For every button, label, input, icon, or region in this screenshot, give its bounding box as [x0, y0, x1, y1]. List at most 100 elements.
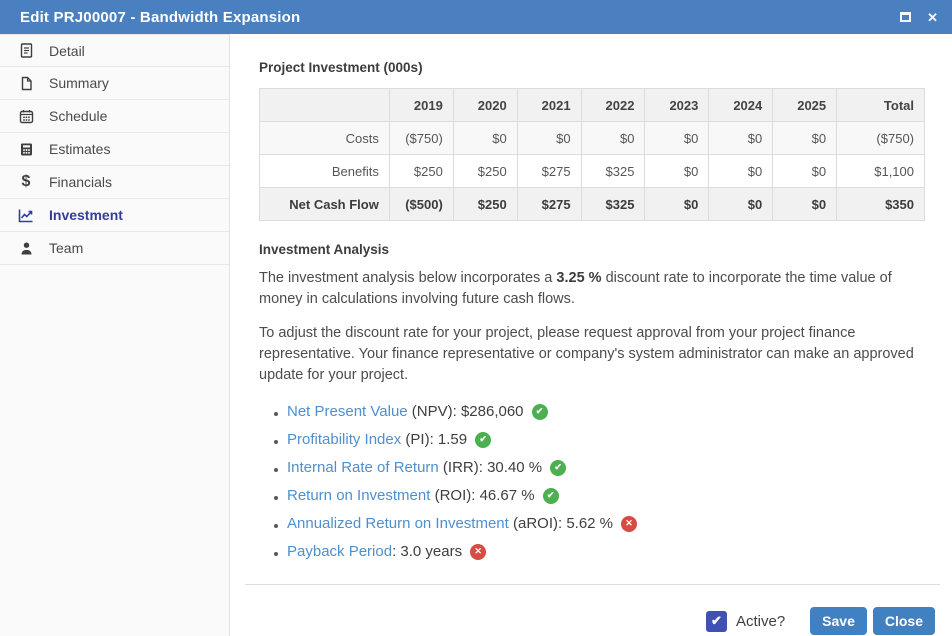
table-cell: $325: [580, 154, 646, 188]
sidebar-item-label: Estimates: [49, 141, 111, 157]
metric-value: (PI): 1.59: [401, 431, 468, 448]
irr-link[interactable]: Internal Rate of Return: [287, 459, 439, 476]
sidebar-item-estimates[interactable]: Estimates: [0, 133, 229, 166]
table-cell: $0: [644, 154, 710, 188]
sidebar-item-investment[interactable]: Investment: [0, 199, 229, 232]
column-header: 2023: [644, 88, 710, 122]
calculator-icon: [18, 141, 34, 157]
table-cell: $0: [516, 121, 582, 155]
table-cell: $0: [644, 121, 710, 155]
metric-value: (NPV): $286,060: [407, 403, 524, 420]
column-header: 2020: [452, 88, 518, 122]
dialog-footer: ✔ Active? Save Close: [259, 607, 935, 635]
active-checkbox[interactable]: ✔: [705, 610, 727, 632]
table-cell: ($750): [388, 121, 454, 155]
project-investment-table: 2019 2020 2021 2022 2023 2024 2025 Total…: [259, 88, 925, 221]
table-cell: $325: [580, 187, 646, 221]
sidebar-item-financials[interactable]: $ Financials: [0, 166, 229, 199]
metric-value: (aROI): 5.62 %: [508, 515, 614, 532]
sidebar-item-label: Schedule: [49, 108, 108, 124]
dollar-icon: $: [21, 173, 31, 190]
save-button[interactable]: Save: [810, 607, 867, 635]
table-cell: $0: [580, 121, 646, 155]
row-label: Costs: [259, 121, 390, 155]
sidebar-item-summary[interactable]: Summary: [0, 67, 229, 100]
column-header: 2019: [388, 88, 454, 122]
status-icon: ✔: [542, 487, 559, 504]
sidebar-item-label: Detail: [49, 42, 85, 59]
metric-value: (IRR): 30.40 %: [438, 459, 543, 476]
table-cell: $0: [708, 154, 774, 188]
sidebar-item-label: Summary: [49, 75, 109, 91]
column-header: [259, 88, 390, 122]
document-icon: [18, 75, 34, 91]
table-cell: $0: [708, 121, 774, 155]
maximize-icon[interactable]: [900, 12, 912, 22]
calendar-icon: [18, 108, 34, 124]
sidebar-item-team[interactable]: Team: [0, 232, 229, 265]
table-cell: $0: [644, 187, 710, 221]
roi-link[interactable]: Return on Investment: [287, 487, 431, 504]
table-cell: ($500): [388, 187, 454, 221]
status-icon: ✔: [531, 403, 548, 420]
status-icon: ✔: [475, 431, 492, 448]
pi-link[interactable]: Profitability Index: [287, 431, 402, 448]
payback-period-link[interactable]: Payback Period: [287, 543, 393, 560]
row-label: Benefits: [259, 154, 390, 188]
npv-link[interactable]: Net Present Value: [287, 403, 408, 420]
metric-payback: Payback Period: 3.0 years ✕: [274, 543, 925, 560]
metric-aroi: Annualized Return on Investment (aROI): …: [274, 515, 925, 532]
table-cell: $0: [708, 187, 774, 221]
table-cell: $250: [388, 154, 454, 188]
metric-pi: Profitability Index (PI): 1.59 ✔: [274, 431, 925, 448]
table-row-net-cash-flow: Net Cash Flow ($500) $250 $275 $325 $0 $…: [259, 187, 925, 221]
table-cell: $275: [516, 154, 582, 188]
active-label: Active?: [735, 612, 786, 630]
table-row-benefits: Benefits $250 $250 $275 $325 $0 $0 $0 $1…: [259, 154, 925, 188]
adjust-rate-paragraph: To adjust the discount rate for your pro…: [259, 325, 914, 383]
status-icon: ✕: [470, 543, 487, 560]
table-cell: ($750): [836, 121, 925, 155]
investment-analysis-heading: Investment Analysis: [259, 242, 390, 257]
close-icon[interactable]: ✕: [927, 9, 938, 25]
aroi-link[interactable]: Annualized Return on Investment: [287, 515, 509, 532]
paragraph-text: discount rate to incorporate the time va…: [259, 270, 892, 307]
metrics-list: Net Present Value (NPV): $286,060 ✔ Prof…: [274, 403, 925, 560]
chart-line-icon: [18, 207, 34, 223]
table-row-costs: Costs ($750) $0 $0 $0 $0 $0 $0 ($750): [259, 121, 925, 155]
table-cell: $350: [836, 187, 925, 221]
footer-divider: [245, 584, 940, 585]
metric-irr: Internal Rate of Return (IRR): 30.40 % ✔: [274, 459, 925, 476]
metric-npv: Net Present Value (NPV): $286,060 ✔: [274, 403, 925, 420]
document-text-icon: [18, 43, 34, 59]
project-investment-heading: Project Investment (000s): [259, 60, 423, 75]
row-label: Net Cash Flow: [259, 187, 390, 221]
status-icon: ✕: [621, 515, 638, 532]
person-icon: [18, 240, 34, 256]
column-header: 2025: [772, 88, 838, 122]
sidebar-item-detail[interactable]: Detail: [0, 34, 229, 67]
metric-roi: Return on Investment (ROI): 46.67 % ✔: [274, 487, 925, 504]
dialog-titlebar: Edit PRJ00007 - Bandwidth Expansion ✕: [0, 0, 952, 34]
table-cell: $250: [452, 187, 518, 221]
table-cell: $275: [516, 187, 582, 221]
table-cell: $0: [772, 187, 838, 221]
metric-value: : 3.0 years: [392, 543, 463, 560]
table-cell: $1,100: [836, 154, 925, 188]
paragraph-text: The investment analysis below incorporat…: [259, 270, 557, 286]
close-button[interactable]: Close: [872, 607, 935, 635]
sidebar-item-schedule[interactable]: Schedule: [0, 100, 229, 133]
dialog-title: Edit PRJ00007 - Bandwidth Expansion: [20, 8, 301, 26]
column-header: 2024: [708, 88, 774, 122]
table-cell: $0: [772, 121, 838, 155]
sidebar-item-label: Team: [49, 240, 84, 256]
table-header-row: 2019 2020 2021 2022 2023 2024 2025 Total: [259, 88, 925, 122]
column-header: 2021: [516, 88, 582, 122]
discount-rate-value: 3.25 %: [556, 270, 602, 286]
table-cell: $0: [772, 154, 838, 188]
table-cell: $250: [452, 154, 518, 188]
sidebar: Detail Summary Schedule Estimates $ Fina…: [0, 34, 230, 636]
status-icon: ✔: [550, 459, 567, 476]
sidebar-item-label: Financials: [49, 174, 113, 190]
main-content: Project Investment (000s) 2019 2020 2021…: [230, 34, 952, 636]
